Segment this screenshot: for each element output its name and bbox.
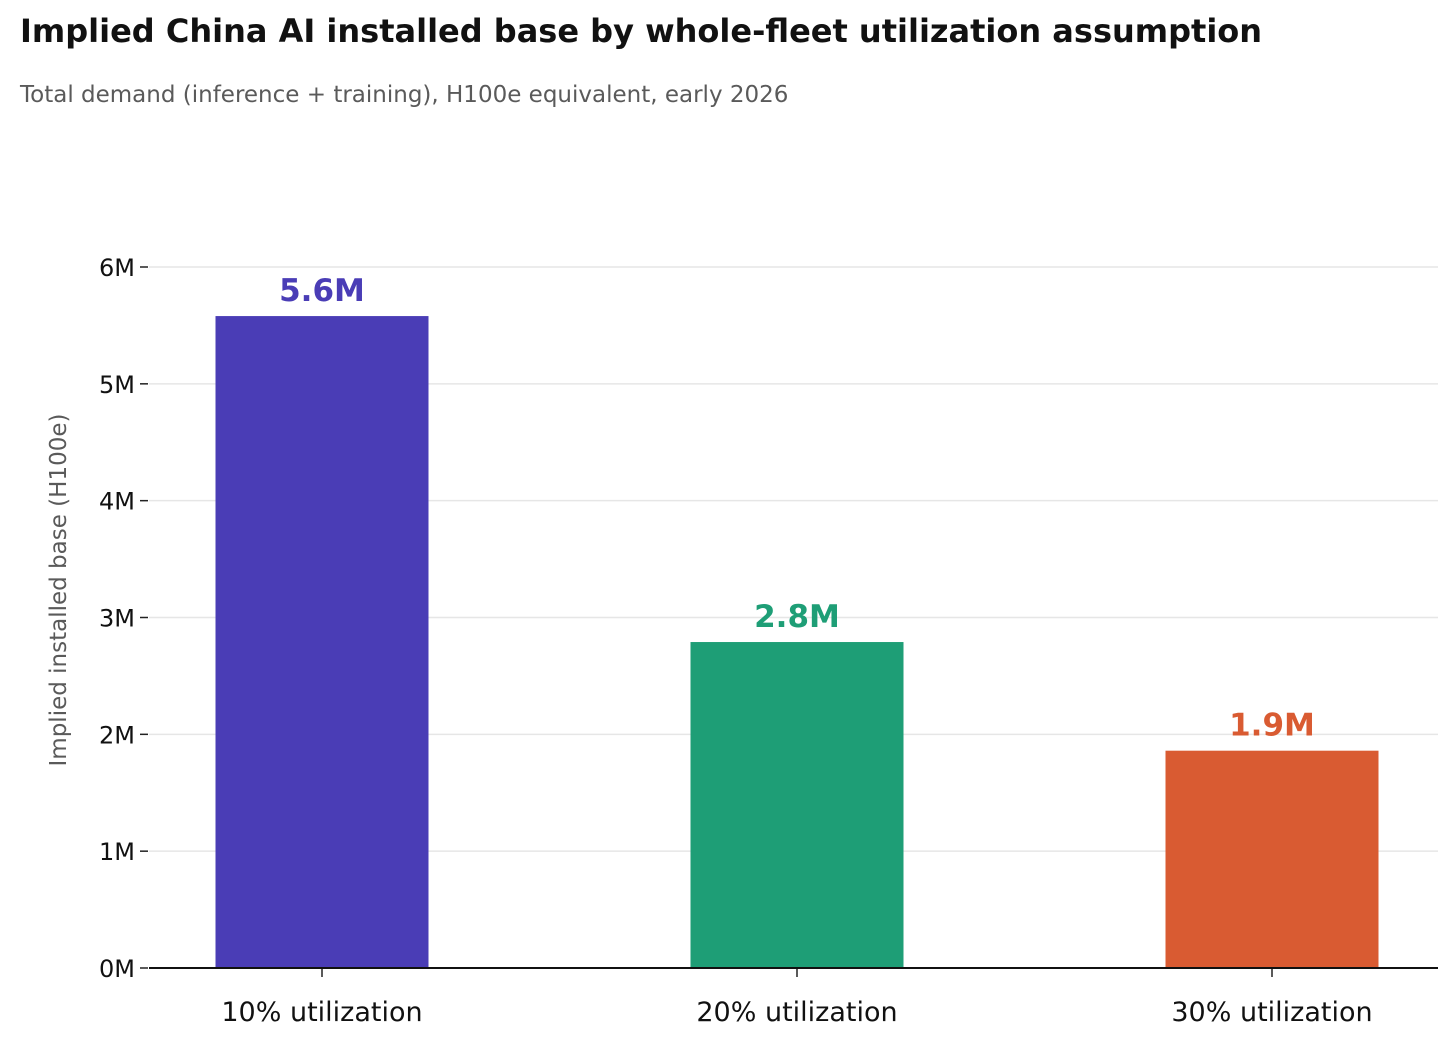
y-tick-label: 3M [99, 605, 135, 633]
bar [1165, 750, 1379, 968]
axes: 0M 1M 2M 3M 4M 5M 6M 10% utilization 20% utiliza… [99, 254, 1438, 1028]
chart-title: Implied China AI installed base by whole… [20, 12, 1263, 50]
y-axis-label: Implied installed base (H100e) [46, 414, 72, 767]
x-tick-label: 20% utilization [696, 997, 897, 1028]
y-tick-label: 1M [99, 838, 135, 866]
chart-subtitle: Total demand (inference + training), H10… [20, 82, 789, 108]
y-tick-label: 4M [99, 488, 135, 516]
x-tick-label: 10% utilization [221, 997, 422, 1028]
bar [215, 316, 429, 968]
bar-value-label: 2.8M [754, 599, 840, 635]
data-labels: 5.6M 2.8M 1.9M [279, 273, 1315, 744]
y-tick-label: 5M [99, 371, 135, 399]
y-tick-label: 2M [99, 721, 135, 749]
y-tick-label: 0M [99, 955, 135, 983]
y-tick-label: 6M [99, 254, 135, 282]
bar [690, 642, 904, 968]
bar-value-label: 5.6M [279, 273, 365, 309]
bar-value-label: 1.9M [1229, 708, 1315, 744]
x-tick-label: 30% utilization [1171, 997, 1372, 1028]
bars [215, 316, 1379, 968]
